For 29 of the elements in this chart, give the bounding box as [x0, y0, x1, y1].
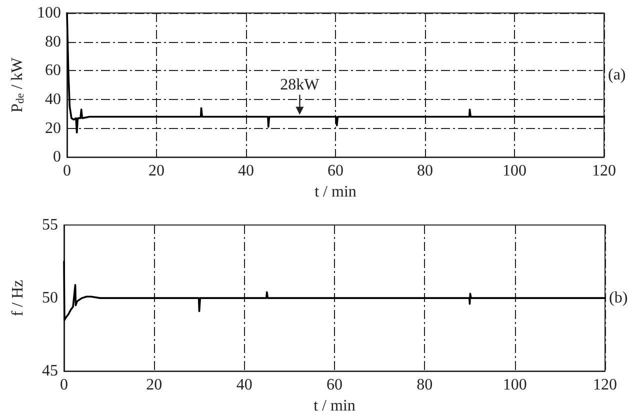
y-tick-label: 100: [37, 4, 61, 22]
x-tick-label: 120: [593, 376, 617, 394]
x-tick-label: 40: [238, 162, 254, 180]
y-axis-title: Pde / kW: [9, 56, 27, 112]
y-axis-title: f / Hz: [10, 280, 26, 316]
x-tick-label: 120: [592, 162, 616, 180]
x-tick-label: 100: [502, 376, 527, 394]
y-tick-label: 40: [45, 90, 61, 108]
x-tick-label: 60: [326, 376, 342, 394]
x-tick-label: 80: [416, 376, 433, 394]
text: (a): [608, 66, 626, 84]
x-tick-label: 80: [417, 162, 433, 180]
x-tick-label: 40: [236, 376, 252, 394]
line-series: [63, 260, 606, 321]
y-tick-label: 60: [45, 62, 61, 80]
annotation: 28kW: [280, 76, 320, 94]
x-axis-title: t / min: [314, 184, 356, 200]
y-tick-label: 20: [45, 120, 61, 137]
text: (b): [609, 290, 628, 307]
y-tick-label: 55: [42, 216, 58, 234]
y-tick-label: 45: [42, 362, 58, 380]
x-tick-label: 60: [328, 162, 344, 180]
y-tick-label: 80: [45, 33, 61, 50]
y-tick-label: 0: [53, 148, 61, 166]
x-tick-label: 20: [146, 376, 162, 394]
x-tick-label: 20: [148, 162, 164, 180]
x-tick-label: 100: [502, 162, 526, 180]
y-tick-label: 50: [42, 290, 58, 307]
x-axis-title: t / min: [314, 398, 356, 414]
